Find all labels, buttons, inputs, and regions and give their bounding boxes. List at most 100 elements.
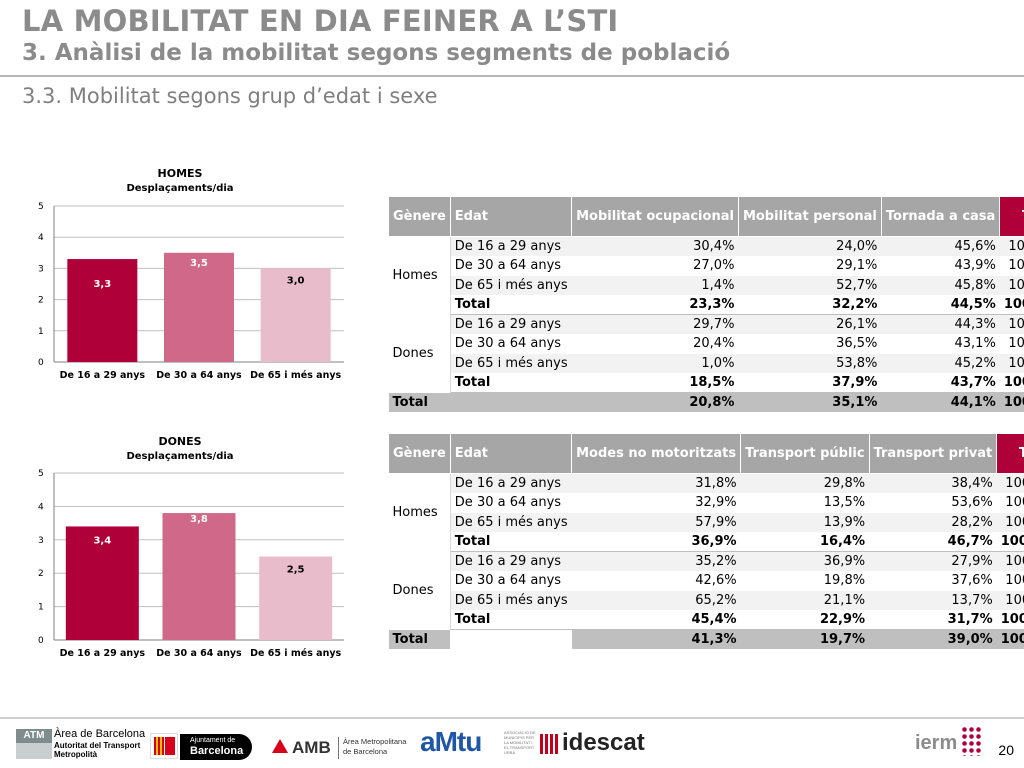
age-cell: De 16 a 29 anys — [450, 551, 572, 572]
value-cell: 29,1% — [738, 256, 882, 276]
subtotal-value: 32,2% — [738, 295, 882, 315]
value-cell: 31,8% — [571, 473, 741, 494]
age-cell: De 30 a 64 anys — [450, 334, 572, 354]
chart-homes: HOMES Desplaçaments/dia 0 1 2 3 4 5 3,3 De 16 a 2… — [20, 160, 350, 390]
ierm-mark: ierm — [915, 732, 958, 754]
value-cell: 32,9% — [571, 493, 741, 513]
value-cell: 20,4% — [571, 334, 739, 354]
grand-total-value: 100,0% — [996, 629, 1024, 649]
age-cell: De 65 i més anys — [450, 512, 572, 533]
value-cell: 100,0% — [999, 275, 1024, 296]
grand-total-label: Total — [388, 392, 451, 412]
y-tick-label: 2 — [38, 569, 44, 579]
group-label: Dones — [388, 314, 451, 393]
value-cell: 30,4% — [571, 236, 739, 257]
grand-total-row: Total 41,3%19,7%39,0%100,0% — [388, 629, 1024, 649]
value-cell: 35,2% — [571, 551, 741, 572]
subtotal-value: 100,0% — [996, 610, 1024, 630]
subtotal-value: 43,7% — [881, 373, 1000, 393]
value-cell: 100,0% — [996, 473, 1024, 494]
x-tick-label: De 30 a 64 anys — [156, 648, 242, 659]
amb-line1: Àrea Metropolitana — [343, 737, 407, 746]
age-cell: De 65 i més anys — [450, 275, 572, 296]
y-tick-label: 4 — [38, 502, 44, 512]
chart-title: DONES — [158, 435, 201, 448]
x-tick-label: De 65 i més anys — [250, 370, 341, 381]
data-label: 3,8 — [190, 514, 208, 525]
y-tick-label: 0 — [38, 636, 44, 646]
amtu-small: ASSOCIACIÓ DE MUNICIPIS PER LA MOBILITAT… — [504, 730, 536, 755]
value-cell: 27,9% — [869, 551, 997, 572]
x-tick-label: De 65 i més anys — [250, 648, 341, 659]
amb-line2: de Barcelona — [343, 747, 388, 756]
group-label: Homes — [388, 236, 451, 315]
bar — [260, 268, 331, 362]
y-tick-label: 3 — [38, 264, 44, 274]
grand-total-label: Total — [388, 629, 451, 649]
chart-subtitle: Desplaçaments/dia — [126, 183, 233, 194]
column-header: Mobilitat ocupacional — [571, 196, 739, 237]
subtotal-value: 16,4% — [740, 532, 870, 552]
subtotal-value: 44,5% — [881, 295, 1000, 315]
value-cell: 53,8% — [738, 353, 882, 374]
group-label: Homes — [388, 473, 451, 552]
subtotal-label: Total — [450, 373, 572, 393]
y-tick-label: 4 — [38, 233, 44, 243]
atm-logo: ATM Àrea de Barcelona Autoritat del Tran… — [16, 728, 145, 762]
table-mobility-purpose: Gènere Edat Mobilitat ocupacional Mobilitat… — [388, 196, 1024, 412]
grand-total-value: 100,0% — [999, 392, 1024, 412]
subtotal-value: 31,7% — [869, 610, 997, 630]
bar — [259, 556, 333, 640]
y-tick-label: 3 — [38, 536, 44, 546]
value-cell: 100,0% — [996, 590, 1024, 611]
x-tick-label: De 30 a 64 anys — [156, 370, 242, 381]
table-transport-mode: Gènere Edat Modes no motoritzats Transport … — [388, 433, 1024, 649]
value-cell: 45,8% — [881, 275, 1000, 296]
value-cell: 1,0% — [571, 353, 739, 374]
value-cell: 43,1% — [881, 334, 1000, 354]
subtotal-value: 37,9% — [738, 373, 882, 393]
value-cell: 100,0% — [999, 236, 1024, 257]
subtotal-value: 100,0% — [999, 373, 1024, 393]
value-cell: 13,7% — [869, 590, 997, 611]
value-cell: 43,9% — [881, 256, 1000, 276]
ierm-logo: ierm — [915, 724, 985, 760]
data-label: 3,0 — [287, 275, 305, 286]
page-number: 20 — [998, 742, 1014, 758]
table-header-row: Gènere Edat Mobilitat ocupacional Mobilitat… — [388, 196, 1024, 237]
value-cell: 100,0% — [999, 256, 1024, 276]
bar — [67, 259, 138, 362]
atm-badge: ATM — [16, 729, 52, 743]
column-header: Edat — [449, 433, 573, 474]
grand-total-row: Total 20,8%35,1%44,1%100,0% — [388, 392, 1024, 412]
age-cell: De 65 i més anys — [450, 353, 572, 374]
column-header: Tornada a casa — [880, 196, 1001, 237]
atm-line2: Autoritat del Transport — [54, 741, 141, 750]
subtotal-value: 100,0% — [996, 532, 1024, 552]
value-cell: 45,6% — [881, 236, 1000, 257]
y-tick-label: 1 — [38, 327, 44, 337]
value-cell: 45,2% — [881, 353, 1000, 374]
bar — [162, 513, 236, 640]
amb-mark: AMB — [292, 738, 331, 757]
value-cell: 19,8% — [740, 571, 870, 591]
column-header: Transport privat — [868, 433, 998, 474]
value-cell: 100,0% — [999, 334, 1024, 354]
bar — [65, 526, 139, 640]
value-cell: 13,5% — [740, 493, 870, 513]
page-subtitle: 3. Anàlisi de la mobilitat segons segmen… — [22, 40, 731, 66]
y-tick-label: 0 — [38, 358, 44, 368]
y-tick-label: 5 — [38, 202, 44, 212]
value-cell: 57,9% — [571, 512, 741, 533]
age-cell: De 16 a 29 anys — [450, 236, 572, 257]
value-cell: 38,4% — [869, 473, 997, 494]
column-header: Mobilitat personal — [737, 196, 882, 237]
value-cell: 100,0% — [996, 571, 1024, 591]
